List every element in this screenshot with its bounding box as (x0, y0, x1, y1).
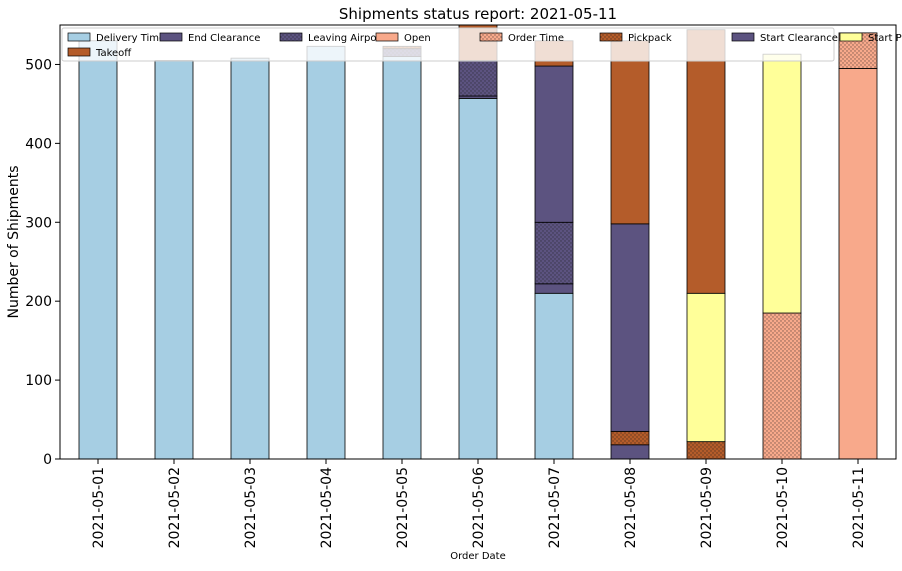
legend-swatch (67, 32, 91, 42)
bar-segment (610, 223, 650, 432)
legend-swatch (479, 32, 503, 42)
x-tick-label: 2021-05-11 (851, 467, 867, 548)
bars-layer (78, 24, 878, 460)
legend-swatch (279, 32, 303, 42)
bar-segment (230, 57, 270, 460)
bar-segment (306, 45, 346, 460)
y-tick-label: 200 (25, 294, 52, 310)
x-tick-label: 2021-05-02 (167, 467, 183, 548)
y-tick-label: 500 (25, 57, 52, 73)
chart-title: Shipments status report: 2021-05-11 (339, 5, 617, 23)
bar-segment (458, 97, 498, 460)
x-tick-label: 2021-05-05 (395, 467, 411, 548)
legend-label: Start Clearance (760, 33, 838, 44)
legend-label: Open (404, 33, 431, 44)
bar-segment (534, 292, 574, 460)
x-tick-label: 2021-05-06 (471, 467, 487, 548)
bar-segment (78, 40, 118, 460)
x-tick-label: 2021-05-01 (91, 467, 107, 548)
legend-swatch (67, 47, 91, 57)
legend-swatch (375, 32, 399, 42)
x-tick-label: 2021-05-10 (775, 467, 791, 548)
legend-swatch (839, 32, 863, 42)
x-tick-label: 2021-05-03 (243, 467, 259, 548)
legend-swatch (599, 32, 623, 42)
legend-label: End Clearance (188, 33, 260, 44)
y-axis: 0 100 200 300 400 500 (25, 57, 60, 468)
bar-segment (686, 441, 726, 460)
y-axis-label: Number of Shipments (6, 165, 22, 318)
bar-segment (458, 60, 498, 97)
legend-box (61, 27, 835, 62)
legend: Delivery Time End Clearance Leaving Airpor… (61, 27, 902, 62)
x-tick-label: 2021-05-08 (623, 467, 639, 548)
bar-segment (534, 65, 574, 223)
legend-swatch (159, 32, 183, 42)
bar-segment (762, 312, 802, 460)
bar-segment (610, 444, 650, 460)
bar-segment (686, 292, 726, 443)
bar-segment (610, 430, 650, 446)
bar-segment (610, 40, 650, 225)
bar-segment (686, 29, 726, 294)
bar-segment (762, 53, 802, 314)
bar-segment (534, 283, 574, 294)
y-tick-label: 400 (25, 136, 52, 152)
legend-label: Leaving Airport (308, 33, 385, 44)
y-tick-label: 0 (43, 452, 52, 468)
legend-swatch (731, 32, 755, 42)
legend-label: Pickpack (628, 33, 672, 44)
bar-segment (534, 221, 574, 285)
y-tick-label: 100 (25, 373, 52, 389)
bar-segment (154, 60, 194, 460)
x-tick-label: 2021-05-07 (547, 467, 563, 548)
x-axis-label: Order Date (450, 551, 506, 562)
legend-label: Delivery Time (96, 33, 165, 44)
bar-segment (838, 68, 878, 460)
legend-label: Order Time (508, 33, 564, 44)
x-tick-label: 2021-05-09 (699, 467, 715, 548)
y-tick-label: 300 (25, 215, 52, 231)
legend-label: Takeoff (95, 48, 132, 59)
x-axis: 2021-05-01 2021-05-02 2021-05-03 2021-05-04… (91, 459, 867, 548)
x-tick-label: 2021-05-04 (319, 467, 335, 548)
bar-segment (382, 56, 422, 460)
legend-label: Start PickPack (868, 33, 902, 44)
